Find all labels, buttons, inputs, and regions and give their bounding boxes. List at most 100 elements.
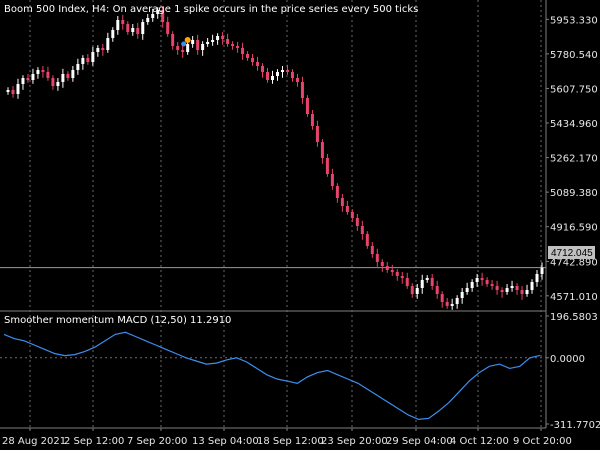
candle bbox=[480, 272, 484, 286]
candle bbox=[410, 283, 414, 298]
candle bbox=[340, 194, 344, 212]
candle bbox=[355, 214, 359, 231]
candle bbox=[275, 69, 279, 81]
candle bbox=[285, 64, 289, 75]
candle bbox=[151, 8, 155, 22]
spike-marker bbox=[184, 37, 191, 43]
candle bbox=[141, 19, 145, 40]
time-tick-label: 7 Sep 20:00 bbox=[127, 436, 187, 447]
macd-tick-label: 196.5803 bbox=[550, 312, 598, 323]
candle bbox=[6, 87, 10, 95]
candle bbox=[131, 24, 135, 36]
candle bbox=[191, 36, 195, 48]
grid bbox=[0, 0, 547, 429]
candle bbox=[121, 14, 125, 30]
candle bbox=[26, 74, 30, 83]
candle bbox=[46, 66, 50, 81]
candle bbox=[420, 274, 424, 294]
candle bbox=[470, 279, 474, 292]
candle bbox=[71, 66, 75, 82]
candle bbox=[66, 71, 70, 81]
candle bbox=[196, 34, 200, 55]
candle bbox=[495, 280, 499, 295]
price-tick-label: 5953.330 bbox=[550, 15, 598, 26]
price-tick-label: 5434.960 bbox=[550, 119, 598, 130]
candle bbox=[500, 287, 504, 298]
candle bbox=[136, 22, 140, 39]
candle bbox=[315, 120, 319, 147]
candle bbox=[295, 74, 299, 87]
candle bbox=[515, 283, 519, 295]
price-tick-label: 5780.540 bbox=[550, 50, 598, 61]
candle bbox=[445, 298, 449, 309]
candle bbox=[505, 284, 509, 295]
time-tick-label: 13 Sep 04:00 bbox=[192, 436, 259, 447]
candle bbox=[176, 42, 180, 55]
candle bbox=[525, 284, 529, 297]
candle bbox=[330, 168, 334, 190]
candle bbox=[460, 288, 464, 304]
indicator-title: Smoother momentum MACD (12,50) 11.2910 bbox=[4, 315, 231, 326]
candle bbox=[166, 16, 170, 37]
price-tick-label: 5262.170 bbox=[550, 154, 598, 165]
candle bbox=[271, 70, 275, 84]
candle bbox=[221, 32, 225, 45]
current-price-label: 4712.045 bbox=[551, 248, 593, 259]
candle bbox=[375, 248, 379, 267]
price-axis: 5953.330 5780.540 5607.750 5434.960 5262.170… bbox=[546, 15, 600, 431]
candle bbox=[535, 270, 539, 287]
candle bbox=[186, 41, 190, 55]
candle bbox=[510, 280, 514, 292]
candle bbox=[425, 275, 429, 283]
candle bbox=[335, 183, 339, 203]
candle bbox=[81, 55, 85, 70]
candle bbox=[86, 54, 90, 65]
candle bbox=[36, 67, 40, 79]
time-tick-label: 28 Aug 2021 bbox=[2, 436, 66, 447]
current-price-box: 4712.045 bbox=[548, 246, 595, 259]
time-tick-label: 4 Oct 12:00 bbox=[450, 436, 509, 447]
candle bbox=[385, 262, 389, 273]
candle bbox=[455, 295, 459, 309]
candle bbox=[201, 41, 205, 56]
candle bbox=[41, 66, 45, 78]
candle bbox=[161, 6, 165, 28]
candle-series bbox=[6, 6, 544, 310]
time-tick-label: 29 Sep 04:00 bbox=[386, 436, 453, 447]
candle bbox=[106, 32, 110, 53]
candle bbox=[11, 86, 15, 98]
macd-line-series bbox=[3, 331, 541, 421]
time-tick-label: 9 Oct 20:00 bbox=[513, 436, 572, 447]
macd-tick-label: -311.7702 bbox=[550, 420, 600, 431]
time-tick-label: 23 Sep 20:00 bbox=[321, 436, 388, 447]
price-tick-label: 5607.750 bbox=[550, 84, 598, 95]
candle bbox=[345, 200, 349, 215]
candle bbox=[206, 38, 210, 47]
candle bbox=[116, 16, 120, 35]
candle bbox=[246, 51, 250, 61]
candle bbox=[216, 33, 220, 45]
candle bbox=[390, 264, 394, 276]
candle bbox=[365, 231, 369, 249]
candle bbox=[485, 277, 489, 287]
price-tick-label: 4916.590 bbox=[550, 223, 598, 234]
candle bbox=[181, 44, 185, 58]
candle bbox=[490, 280, 494, 290]
candle bbox=[156, 7, 160, 19]
price-tick-label: 4571.010 bbox=[550, 292, 598, 303]
candle bbox=[211, 34, 215, 46]
main-chart-title: Boom 500 Index, H4: On average 1 spike o… bbox=[4, 4, 418, 15]
candle bbox=[400, 272, 404, 284]
candle bbox=[111, 27, 115, 42]
candle bbox=[310, 110, 314, 130]
candle bbox=[430, 274, 434, 290]
candle bbox=[540, 262, 544, 280]
candle bbox=[91, 46, 95, 66]
candle bbox=[325, 154, 329, 177]
candle bbox=[300, 76, 304, 104]
candle bbox=[261, 63, 265, 78]
candle bbox=[266, 68, 270, 83]
